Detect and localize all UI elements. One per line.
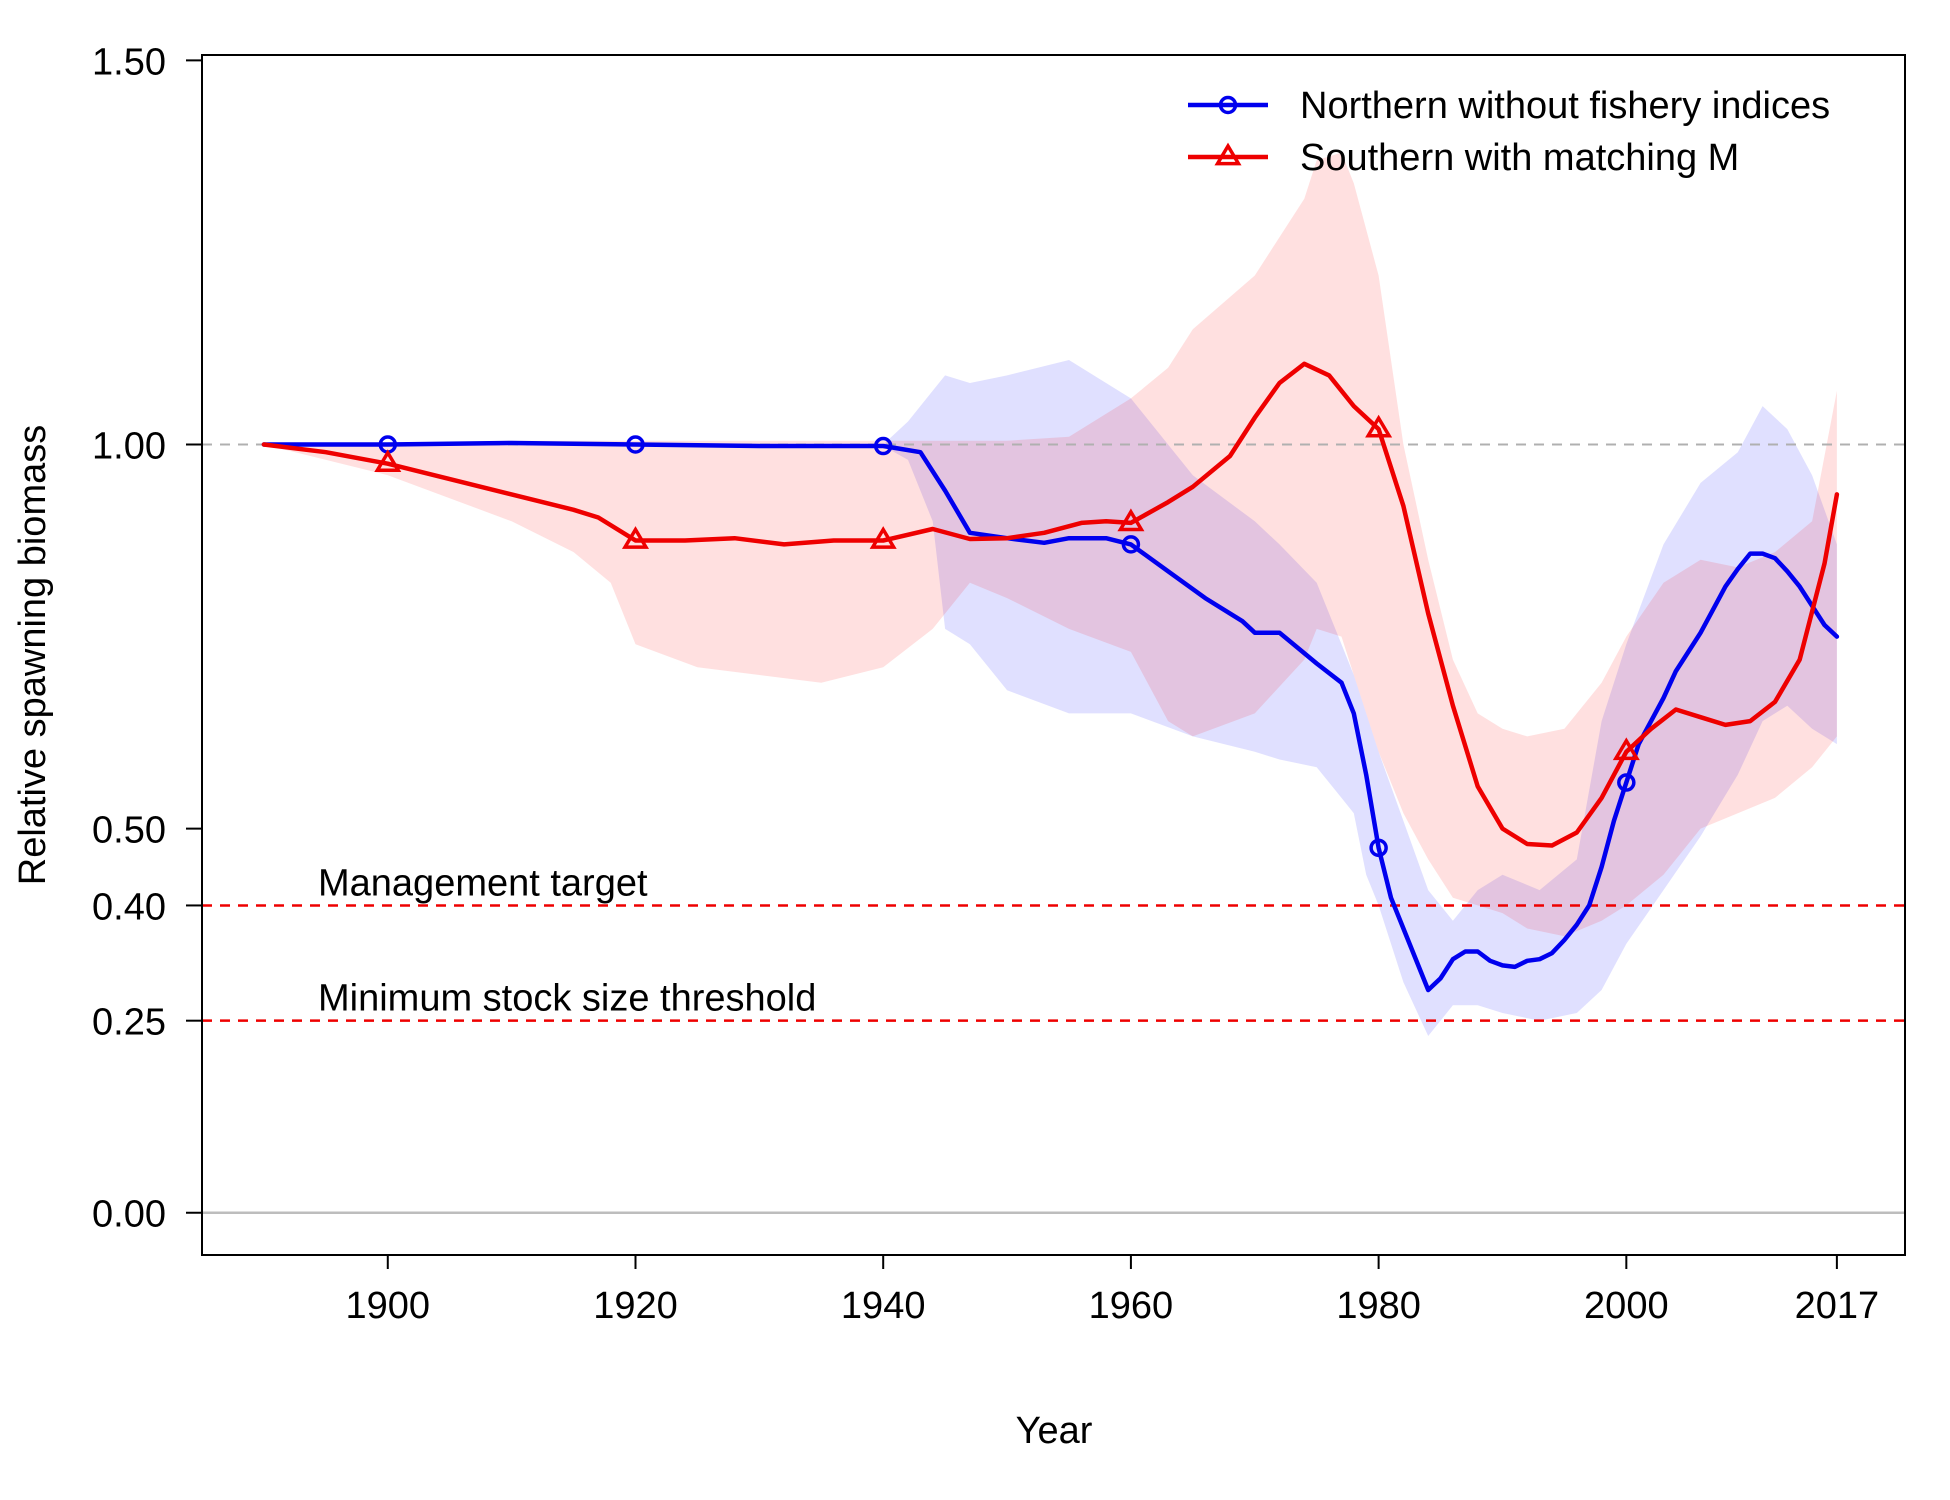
- marker-northern-without-fishery-indices-1920: [626, 435, 645, 454]
- y-tick-label-1.00: 1.00: [92, 426, 166, 468]
- y-tick-label-1.50: 1.50: [92, 41, 166, 83]
- series-line-northern-without-fishery-indices: [261, 440, 1840, 993]
- marker-northern-without-fishery-indices-1980: [1369, 838, 1388, 858]
- y-tick-label-0.50: 0.50: [92, 810, 166, 852]
- series-lines: [261, 361, 1840, 993]
- reference-label-management-target: Management target: [318, 862, 648, 904]
- x-axis-title: Year: [1016, 1410, 1093, 1452]
- y-axis-title: Relative spawning biomass: [12, 425, 54, 885]
- marker-northern-without-fishery-indices-1940: [873, 436, 893, 456]
- x-tick-label-1980: 1980: [1336, 1285, 1421, 1327]
- axes: 1900 1920 1940 1960 1980 2000 2017 0.00 0.25 0.40…: [92, 41, 1879, 1327]
- y-tick-label-0.00: 0.00: [92, 1194, 166, 1236]
- marker-southern-with-matching-m-1980: [1365, 414, 1393, 438]
- legend: Northern without fishery indices Southern…: [1188, 85, 1830, 179]
- y-tick-label-0.25: 0.25: [92, 1002, 166, 1044]
- marker-southern-with-matching-m-2000: [1612, 737, 1640, 761]
- legend-marker-northern-without-fishery-indices: [1218, 95, 1238, 115]
- x-tick-label-2000: 2000: [1584, 1285, 1669, 1327]
- x-tick-label-1900: 1900: [346, 1285, 431, 1327]
- marker-southern-with-matching-m-1900: [374, 449, 402, 473]
- legend-label-southern-with-matching-m: Southern with matching M: [1300, 137, 1739, 179]
- marker-northern-without-fishery-indices-1960: [1121, 535, 1141, 554]
- x-tick-label-1920: 1920: [593, 1285, 678, 1327]
- x-tick-label-2017: 2017: [1795, 1285, 1880, 1327]
- horizontal-guides: [202, 443, 1905, 1214]
- confidence-band-southern-with-matching-m: [263, 152, 1837, 937]
- series-markers: [374, 414, 1640, 858]
- marker-northern-without-fishery-indices-2000: [1617, 773, 1636, 792]
- x-tick-label-1960: 1960: [1089, 1285, 1174, 1327]
- y-tick-label-0.40: 0.40: [92, 886, 166, 928]
- series-line-southern-with-matching-m: [261, 361, 1840, 848]
- legend-label-northern-without-fishery-indices: Northern without fishery indices: [1300, 85, 1830, 127]
- reference-label-minimum-stock-size-threshold: Minimum stock size threshold: [318, 978, 816, 1020]
- marker-southern-with-matching-m-1960: [1117, 508, 1145, 532]
- marker-southern-with-matching-m-1920: [621, 526, 650, 549]
- x-tick-label-1940: 1940: [841, 1285, 926, 1327]
- plot-frame: [201, 54, 1906, 1256]
- legend-marker-southern-with-matching-m: [1214, 142, 1242, 166]
- marker-southern-with-matching-m-1940: [869, 526, 897, 549]
